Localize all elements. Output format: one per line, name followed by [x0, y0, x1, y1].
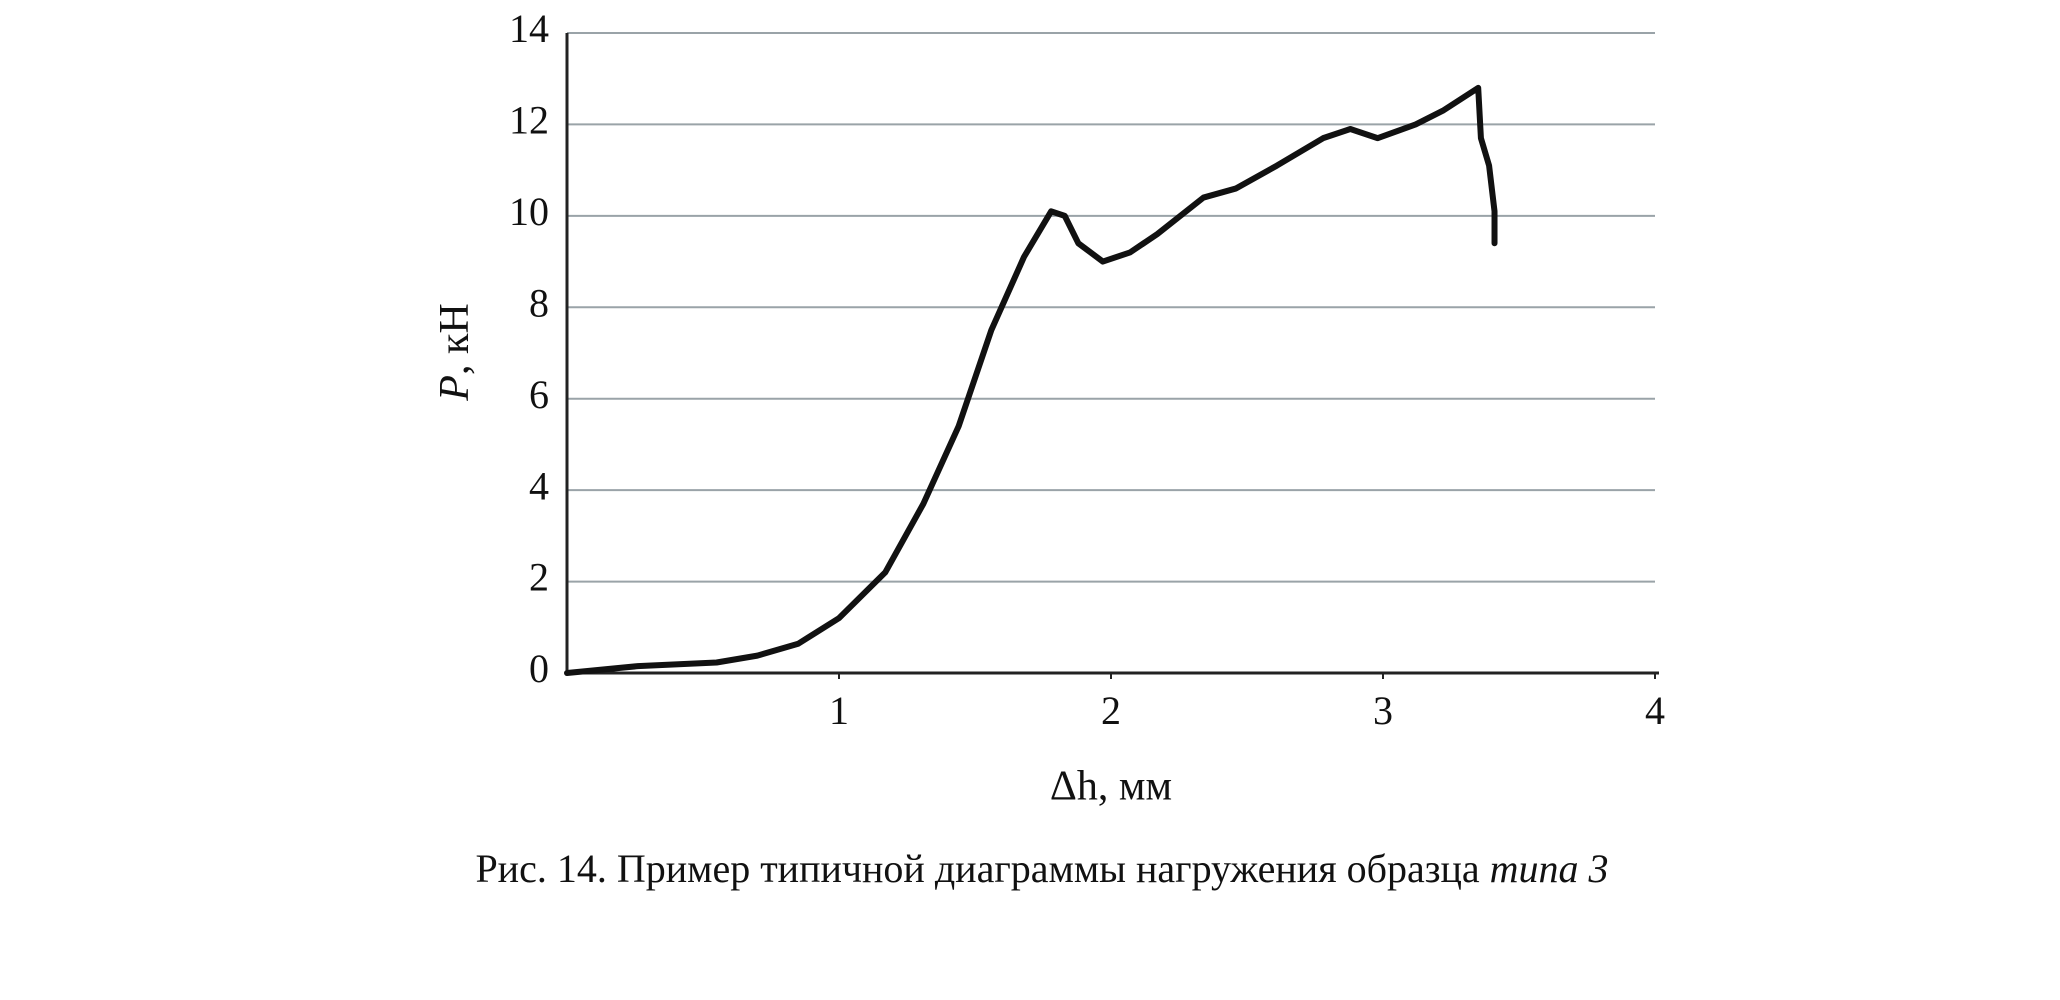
y-tick-label: 2	[529, 555, 549, 600]
y-tick-label: 0	[529, 646, 549, 691]
y-tick-label: 10	[509, 189, 549, 234]
caption-emphasis: типа 3	[1490, 846, 1609, 891]
y-tick-label: 8	[529, 280, 549, 325]
x-tick-label: 3	[1373, 688, 1393, 733]
y-tick-label: 12	[509, 98, 549, 143]
x-tick-label: 2	[1101, 688, 1121, 733]
x-axis-label: Δh, мм	[1050, 764, 1172, 810]
x-tick-label: 1	[829, 688, 849, 733]
x-tick-label: 4	[1645, 688, 1665, 733]
y-tick-label: 4	[529, 463, 549, 508]
y-axis-label: P, кН	[432, 303, 478, 401]
caption: Рис. 14. Пример типичной диаграммы нагру…	[475, 846, 1608, 891]
caption-text: Рис. 14. Пример типичной диаграммы нагру…	[475, 846, 1489, 891]
y-axis-unit: , кН	[432, 303, 478, 375]
data-line	[564, 84, 1498, 676]
y-axis-symbol: P	[432, 375, 478, 402]
y-tick-label: 6	[529, 372, 549, 417]
y-tick-label: 14	[509, 6, 549, 51]
